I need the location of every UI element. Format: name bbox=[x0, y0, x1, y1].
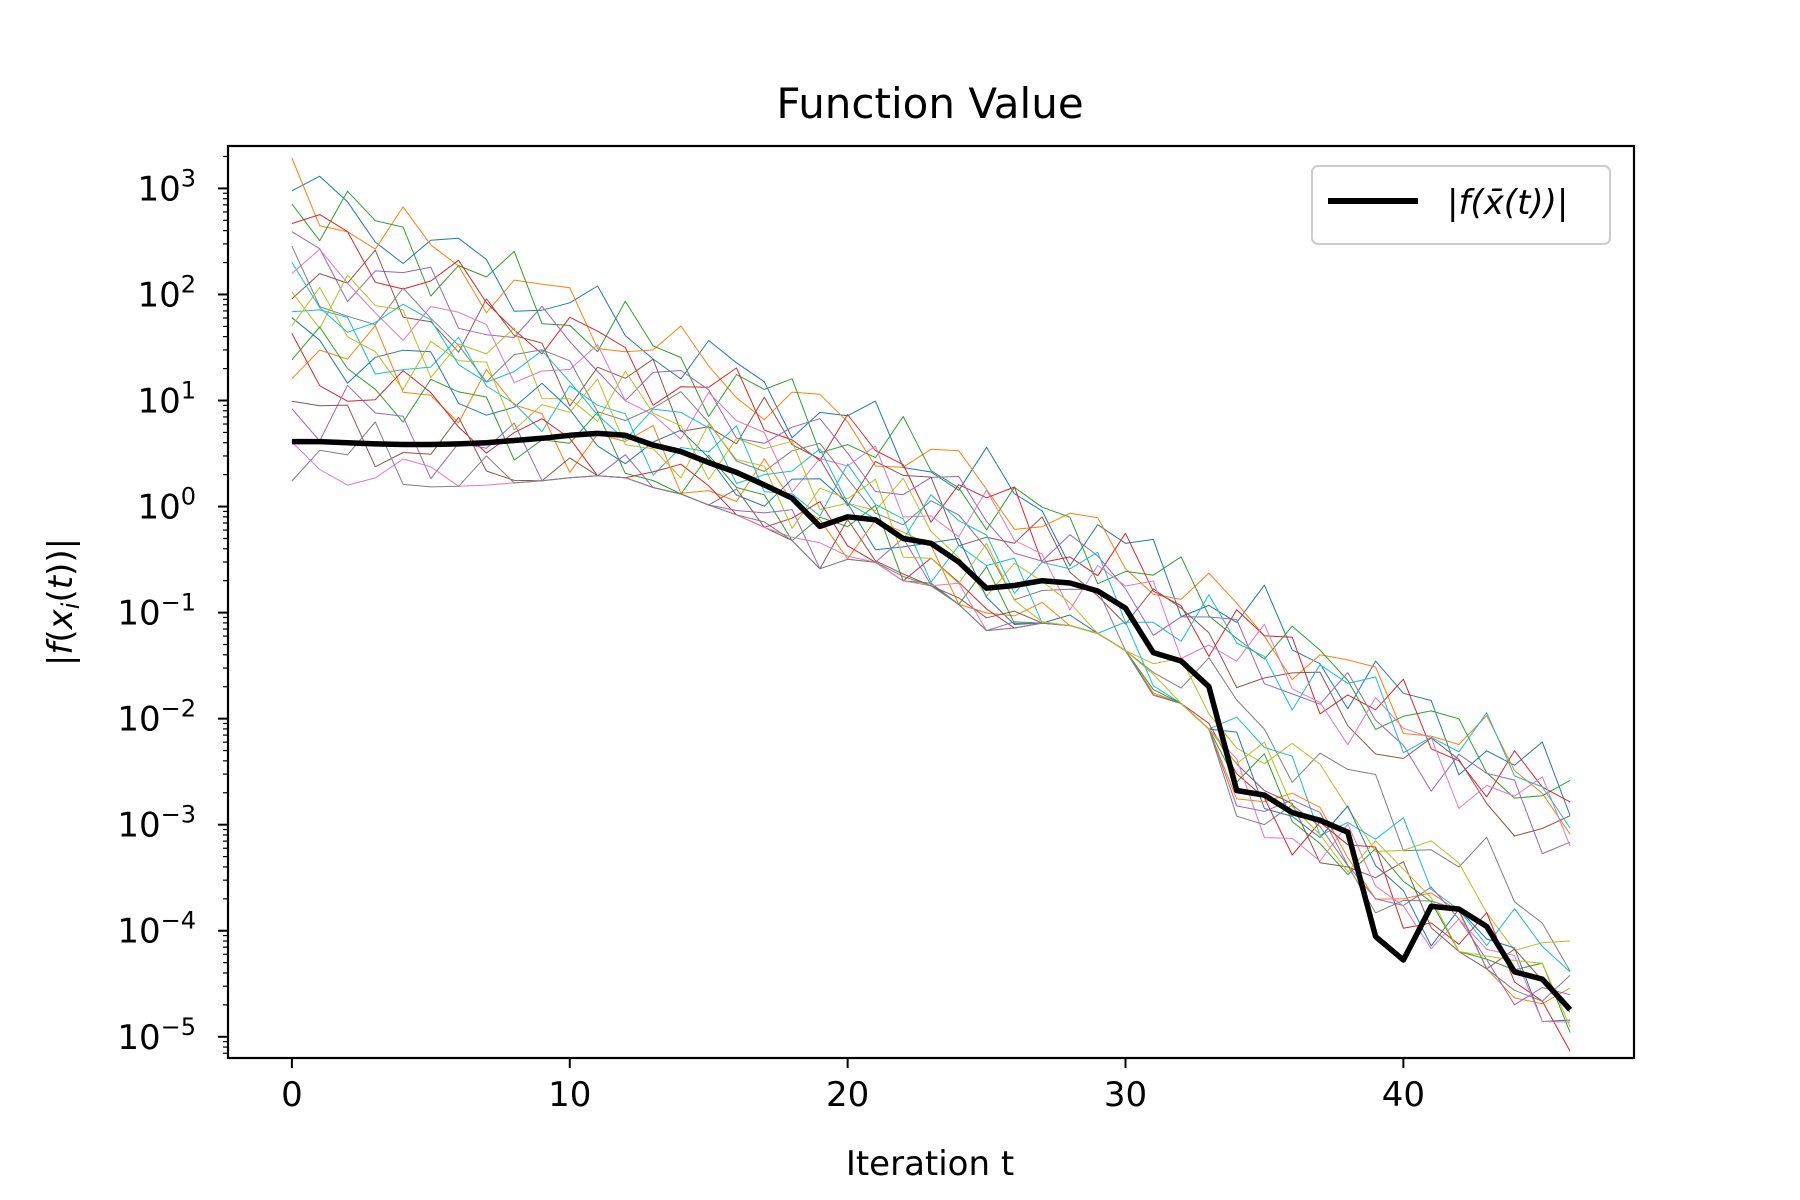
series-line bbox=[291, 249, 1571, 837]
highlight-series-line bbox=[291, 430, 1573, 1012]
y-axis: 103 102 101 100 10−1 10−2 10−3 10−4 10−5 bbox=[117, 155, 228, 1058]
series-line bbox=[291, 274, 1571, 951]
y-tick-label: 10−2 bbox=[117, 695, 196, 740]
series-line bbox=[291, 421, 1571, 1002]
legend: |f(x̄(t))| bbox=[1311, 165, 1611, 245]
y-axis-label-pre: | bbox=[41, 655, 81, 666]
y-axis-label: |f(xi(t))| bbox=[41, 538, 85, 666]
series-line bbox=[291, 309, 1571, 973]
y-tick-label: 101 bbox=[137, 377, 196, 422]
x-axis: 0 10 20 30 40 bbox=[281, 1058, 1425, 1115]
y-axis-label-i: i bbox=[57, 602, 85, 609]
legend-box bbox=[1311, 165, 1611, 245]
series-line bbox=[291, 190, 1571, 799]
y-axis-label-x: x bbox=[41, 608, 81, 630]
series-line bbox=[291, 262, 1571, 829]
series-line bbox=[291, 157, 1571, 835]
y-axis-label-post: )| bbox=[41, 538, 81, 563]
series-line bbox=[291, 245, 1571, 972]
plot-frame bbox=[226, 144, 1636, 1060]
highlight-layer bbox=[291, 430, 1573, 1012]
y-tick-label: 102 bbox=[137, 270, 196, 315]
series-line bbox=[291, 214, 1571, 803]
y-tick-label: 100 bbox=[137, 483, 196, 528]
x-tick-label: 40 bbox=[1382, 1075, 1425, 1115]
y-tick-label: 10−4 bbox=[117, 907, 196, 952]
y-tick-label: 103 bbox=[137, 164, 196, 209]
y-axis-label-t: t bbox=[41, 574, 81, 589]
x-tick-label: 20 bbox=[826, 1075, 869, 1115]
x-tick-label: 30 bbox=[1104, 1075, 1147, 1115]
y-tick-label: 10−1 bbox=[117, 589, 196, 634]
x-axis-label: Iteration t bbox=[846, 1144, 1014, 1184]
x-tick-label: 10 bbox=[548, 1075, 591, 1115]
x-tick-label: 0 bbox=[281, 1075, 303, 1115]
legend-label: |f(x̄(t))| bbox=[1447, 183, 1568, 223]
y-tick-label: 10−3 bbox=[117, 801, 196, 846]
chart-title: Function Value bbox=[776, 79, 1083, 128]
y-tick-label: 10−5 bbox=[117, 1013, 196, 1058]
series-line bbox=[291, 175, 1571, 816]
